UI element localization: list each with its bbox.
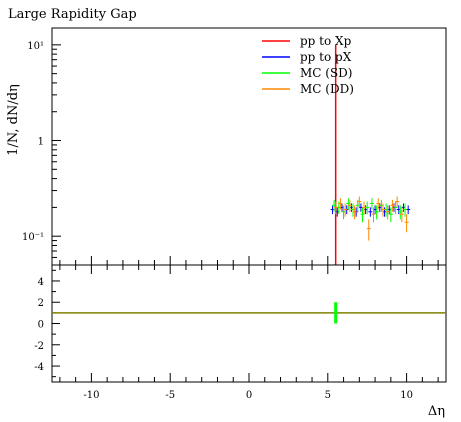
legend-entry: pp to pX: [300, 50, 352, 64]
y-tick-label: 10⁻¹: [22, 232, 44, 243]
y-axis-label: 1/N, dN/dη: [6, 84, 21, 156]
ratio-y-tick-label: 0: [38, 320, 44, 331]
y-tick-label: 1: [38, 137, 44, 148]
ratio-y-tick-label: -2: [34, 341, 44, 352]
legend-entry: MC (SD): [300, 66, 353, 80]
chart-title: Large Rapidity Gap: [8, 7, 137, 22]
ratio-y-tick-label: 4: [38, 277, 44, 288]
legend-entry: MC (DD): [300, 82, 354, 96]
x-tick-label: -5: [165, 390, 175, 401]
legend: pp to Xp pp to pX MC (SD) MC (DD): [262, 34, 354, 96]
y-tick-label: 10¹: [27, 41, 44, 52]
ratio-y-tick-label: -4: [34, 362, 44, 373]
main-plot-frame: [51, 27, 447, 266]
legend-entry: pp to Xp: [300, 34, 352, 48]
ratio-band: [334, 302, 338, 324]
x-axis-label: Δη: [428, 404, 445, 419]
x-tick-label: 10: [400, 390, 413, 401]
x-tick-label: 5: [325, 390, 331, 401]
main-panel: 10⁻¹ 1 10¹: [22, 27, 447, 382]
ratio-y-tick-label: 2: [38, 298, 44, 309]
x-tick-label: 0: [246, 390, 252, 401]
x-tick-label: -10: [83, 390, 99, 401]
ratio-plot-frame: [51, 264, 447, 383]
ratio-panel: -10 -5 0 5 10 -4 -2 0 2 4: [34, 264, 447, 401]
